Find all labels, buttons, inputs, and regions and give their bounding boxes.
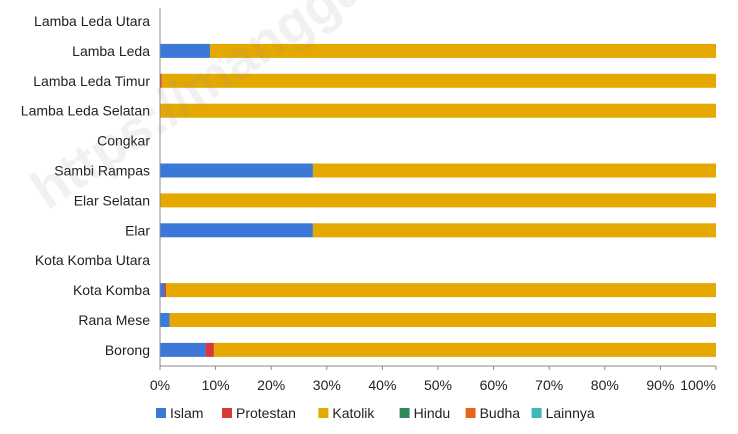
category-label: Sambi Rampas xyxy=(54,163,150,179)
legend: Islam Protestan Katolik Hindu Budha Lainnya xyxy=(156,405,595,421)
axis-layer: Lamba Leda Utara Lamba Leda Lamba Leda Tim… xyxy=(21,8,717,393)
bar-segment-katolik xyxy=(169,313,716,327)
x-tick-label: 60% xyxy=(480,377,508,393)
bar-segment-islam xyxy=(160,313,170,327)
x-tick-label: 100% xyxy=(680,377,716,393)
legend-swatch xyxy=(222,408,232,418)
legend-label: Protestan xyxy=(236,405,296,421)
legend-label: Budha xyxy=(480,405,521,421)
x-tick-label: 0% xyxy=(150,377,170,393)
category-label: Lamba Leda xyxy=(72,43,150,59)
bar-segment-katolik xyxy=(210,43,717,58)
x-tick-label: 80% xyxy=(591,377,619,393)
legend-item-budha: Budha xyxy=(465,405,521,421)
legend-label: Katolik xyxy=(332,405,375,421)
bar-segment-islam xyxy=(160,43,211,58)
bar-segment-katolik xyxy=(312,223,716,238)
x-tick-label: 70% xyxy=(535,377,563,393)
category-label: Borong xyxy=(105,342,150,358)
bar-segment-katolik xyxy=(213,342,716,357)
bar-segment-protestan xyxy=(160,73,162,88)
legend-label: Islam xyxy=(170,405,203,421)
bars-layer xyxy=(160,43,717,357)
bar-segment-islam xyxy=(160,163,313,178)
legend-swatch xyxy=(318,408,329,418)
x-tick-label: 20% xyxy=(257,377,285,393)
category-label: Lamba Leda Timur xyxy=(33,73,150,89)
category-label: Elar Selatan xyxy=(74,192,150,208)
legend-item-protestan: Protestan xyxy=(222,405,296,421)
bar-segment-katolik xyxy=(166,283,717,298)
legend-item-katolik: Katolik xyxy=(318,405,375,421)
x-tick-label: 90% xyxy=(646,377,674,393)
bar-segment-protestan xyxy=(164,283,167,298)
bar-segment-katolik xyxy=(312,163,716,178)
bar-segment-katolik xyxy=(161,73,717,88)
category-label: Lamba Leda Selatan xyxy=(21,103,150,119)
category-label: Kota Komba xyxy=(73,282,150,298)
bar-segment-protestan xyxy=(205,342,214,357)
category-label: Rana Mese xyxy=(78,312,150,328)
category-label: Congkar xyxy=(97,133,150,149)
legend-label: Lainnya xyxy=(546,405,595,421)
bar-segment-islam xyxy=(160,342,206,357)
legend-swatch xyxy=(399,408,410,418)
x-tick-label: 30% xyxy=(313,377,341,393)
bar-segment-katolik xyxy=(160,193,716,208)
legend-swatch xyxy=(531,408,542,418)
legend-label: Hindu xyxy=(414,405,451,421)
x-tick-label: 50% xyxy=(424,377,452,393)
x-tick-label: 40% xyxy=(368,377,396,393)
bar-segment-islam xyxy=(160,223,313,238)
legend-item-islam: Islam xyxy=(156,405,203,421)
x-tick-label: 10% xyxy=(202,377,230,393)
bar-segment-katolik xyxy=(160,103,716,118)
legend-swatch xyxy=(465,408,476,418)
category-label: Elar xyxy=(125,222,150,238)
legend-item-hindu: Hindu xyxy=(399,405,451,421)
category-label: Kota Komba Utara xyxy=(35,252,150,268)
legend-swatch xyxy=(156,408,166,418)
category-label: Lamba Leda Utara xyxy=(34,13,150,29)
legend-item-lainnya: Lainnya xyxy=(531,405,595,421)
bar-segment-islam xyxy=(160,283,165,298)
